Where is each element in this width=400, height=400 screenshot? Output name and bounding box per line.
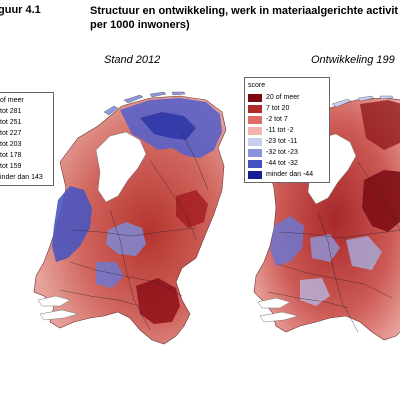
- legend-left-label: inder dan 143: [0, 174, 43, 181]
- legend-right-swatch: [248, 104, 262, 113]
- blue-region-south-left: [96, 262, 124, 288]
- legend-right-swatch: [248, 126, 262, 135]
- netherlands-land-left: [33, 95, 227, 345]
- figure-title-line-2: per 1000 inwoners): [90, 19, 190, 31]
- blue-region-west-right: [270, 216, 304, 266]
- dark-red-north-right: [362, 170, 400, 232]
- legend-right-swatch: [248, 159, 262, 168]
- legend-left-item: tot 159: [0, 161, 50, 172]
- figure-title: Structuur en ontwikkeling, werk in mater…: [90, 4, 400, 32]
- legend-right: score 20 of meer 7 tot 20 -2 tot 7 -11 t…: [244, 77, 330, 183]
- legend-right-label: -11 tot -2: [266, 127, 294, 134]
- legend-left-label: tot 227: [0, 130, 22, 137]
- legend-right-swatch: [248, 170, 262, 179]
- figure-label: guur 4.1: [0, 4, 41, 16]
- legend-left-item: tot 251: [0, 117, 50, 128]
- legend-right-swatch: [248, 115, 262, 124]
- legend-right-label: minder dan -44: [266, 171, 314, 178]
- legend-left-item: inder dan 143: [0, 172, 50, 183]
- legend-left-item: of meer: [0, 95, 50, 106]
- legend-left-item: tot 203: [0, 139, 50, 150]
- legend-left-label: tot 203: [0, 141, 22, 148]
- legend-right-item: -11 tot -2: [248, 125, 326, 136]
- dark-red-south-left: [136, 278, 180, 324]
- legend-right-swatch: [248, 93, 262, 102]
- legend-right-item: 20 of meer: [248, 92, 326, 103]
- figure-title-line-1: Structuur en ontwikkeling, werk in mater…: [90, 5, 399, 17]
- map-stand-2012: [33, 91, 227, 345]
- legend-left-item: tot 281: [0, 106, 50, 117]
- legend-left-item: tot 227: [0, 128, 50, 139]
- legend-left-item: tot 178: [0, 150, 50, 161]
- dark-red-east-left: [176, 190, 208, 228]
- road-network-right: [267, 161, 400, 333]
- legend-right-item: -23 tot -11: [248, 136, 326, 147]
- legend-right-label: -44 tot -32: [266, 160, 298, 167]
- legend-right-item: minder dan -44: [248, 169, 326, 180]
- legend-right-item: 7 tot 20: [248, 103, 326, 114]
- map-title-left: Stand 2012: [104, 54, 161, 66]
- map-ontwikkeling: [253, 95, 400, 341]
- legend-right-item: -44 tot -32: [248, 158, 326, 169]
- blue-region-central-left: [106, 222, 146, 256]
- zeeland-water-left: [37, 295, 79, 321]
- blue-region-west-left: [52, 186, 92, 262]
- legend-left-label: tot 178: [0, 152, 22, 159]
- legend-right-swatch: [248, 148, 262, 157]
- road-network-left: [59, 129, 209, 331]
- legend-left: of meer tot 281 tot 251 tot 227 tot 203 …: [0, 92, 54, 186]
- blue-region-central-right: [310, 234, 340, 262]
- blue-region-south-right: [300, 278, 330, 306]
- zeeland-water-right: [257, 297, 299, 323]
- legend-left-label: tot 251: [0, 119, 22, 126]
- legend-right-item: -32 tot -23: [248, 147, 326, 158]
- dark-red-ne-right: [360, 100, 400, 150]
- legend-left-label: tot 159: [0, 163, 22, 170]
- legend-left-label: tot 281: [0, 108, 22, 115]
- legend-right-item: -2 tot 7: [248, 114, 326, 125]
- blue-region-east-right: [346, 236, 382, 270]
- legend-right-swatch: [248, 137, 262, 146]
- legend-left-label: of meer: [0, 97, 24, 104]
- legend-right-label: -32 tot -23: [266, 149, 298, 156]
- legend-right-label: 7 tot 20: [266, 105, 290, 112]
- ijsselmeer-left: [95, 131, 147, 203]
- wadden-islands-left: [103, 91, 186, 116]
- legend-right-header: score: [248, 82, 266, 89]
- legend-right-label: -2 tot 7: [266, 116, 288, 123]
- map-title-right: Ontwikkeling 199: [311, 54, 395, 66]
- legend-right-label: -23 tot -11: [266, 138, 298, 145]
- blue-region-ne-left: [140, 112, 196, 140]
- legend-right-label: 20 of meer: [266, 94, 300, 101]
